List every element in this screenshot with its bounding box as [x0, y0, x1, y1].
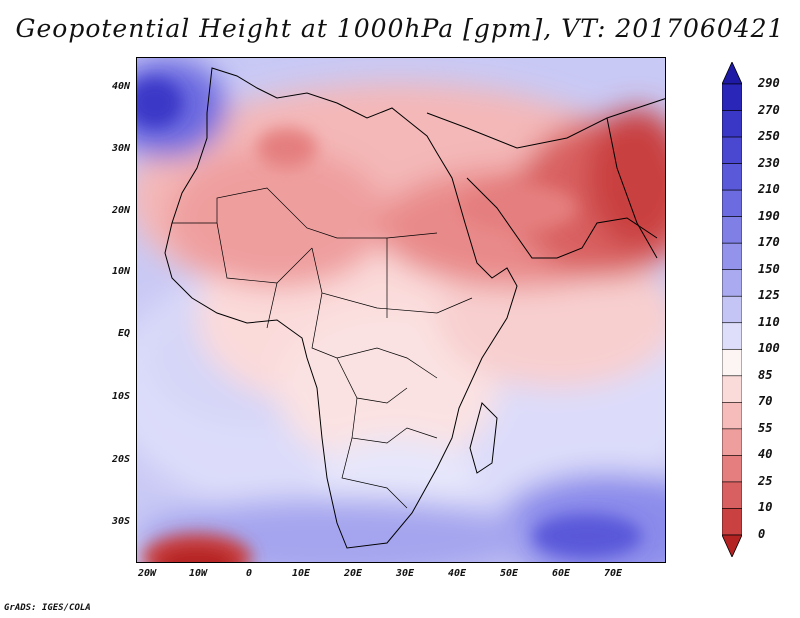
height-field: [137, 58, 665, 562]
colorbar-swatch: [722, 348, 742, 377]
colorbar-label: 270: [758, 102, 780, 117]
colorbar-label: 230: [758, 155, 780, 170]
lat-label-30n: 30N: [111, 143, 130, 154]
colorbar-swatch: [722, 402, 742, 430]
field-cores: [137, 78, 642, 562]
grads-credit: GrADS: IGES/COLA: [4, 603, 91, 613]
lon-label-10e: 10E: [291, 568, 311, 579]
colorbar-swatch: [722, 269, 742, 297]
colorbar-swatch: [722, 189, 742, 217]
coastlines: [164, 67, 665, 549]
colorbar-label: 70: [758, 394, 773, 409]
colorbar-swatch: [722, 455, 742, 483]
lon-label-10w: 10W: [188, 568, 208, 579]
colorbar-label: 85: [758, 367, 773, 382]
colorbar-label: 25: [758, 473, 773, 488]
lon-label-0: 0: [245, 568, 253, 579]
colorbar-swatch: [722, 136, 742, 164]
lon-label-30e: 30E: [395, 568, 415, 579]
colorbar-label: 40: [758, 447, 773, 462]
borders: [172, 187, 473, 509]
colorbar-swatch: [722, 110, 742, 138]
lon-label-40e: 40E: [447, 568, 467, 579]
map-canvas: [137, 58, 665, 562]
colorbar-swatch: [722, 481, 742, 509]
colorbar-label: 125: [758, 288, 780, 303]
colorbar-swatch: [722, 83, 742, 111]
lon-label-20w: 20W: [137, 568, 157, 579]
lat-label-10n: 10N: [111, 266, 130, 277]
colorbar-label: 210: [758, 182, 780, 197]
colorbar-label: 170: [758, 235, 780, 250]
colorbar-top-arrow: [722, 62, 742, 85]
lat-label-30s: 30S: [111, 516, 130, 527]
colorbar: [722, 62, 742, 557]
colorbar-swatch: [722, 322, 742, 350]
lat-label-eq: EQ: [117, 328, 130, 339]
colorbar-swatch: [722, 216, 742, 244]
lat-label-20n: 20N: [111, 205, 130, 216]
colorbar-swatch: [722, 242, 742, 271]
colorbar-label: 110: [758, 314, 780, 329]
colorbar-swatch: [722, 508, 742, 536]
colorbar-label: 10: [758, 500, 773, 515]
colorbar-label: 250: [758, 129, 780, 144]
map-panel: [136, 57, 666, 563]
lon-label-70e: 70E: [603, 568, 623, 579]
colorbar-label: 190: [758, 208, 780, 223]
colorbar-label: 150: [758, 261, 780, 276]
chart-title: Geopotential Height at 1000hPa [gpm], VT…: [15, 14, 785, 43]
colorbar-label: 0: [758, 527, 766, 541]
lon-label-60e: 60E: [551, 568, 571, 579]
lat-label-10s: 10S: [111, 391, 130, 402]
lon-label-20e: 20E: [343, 568, 363, 579]
lon-label-50e: 50E: [499, 568, 519, 579]
colorbar-swatch: [722, 163, 742, 191]
lat-label-20s: 20S: [111, 454, 130, 465]
colorbar-label: 290: [758, 76, 780, 90]
colorbar-label: 100: [758, 341, 780, 356]
colorbar-bottom-arrow: [722, 534, 742, 557]
colorbar-swatch: [722, 295, 742, 324]
lat-label-40n: 40N: [111, 81, 130, 92]
colorbar-swatch: [722, 428, 742, 456]
colorbar-label: 55: [758, 420, 773, 435]
colorbar-swatch: [722, 375, 742, 403]
